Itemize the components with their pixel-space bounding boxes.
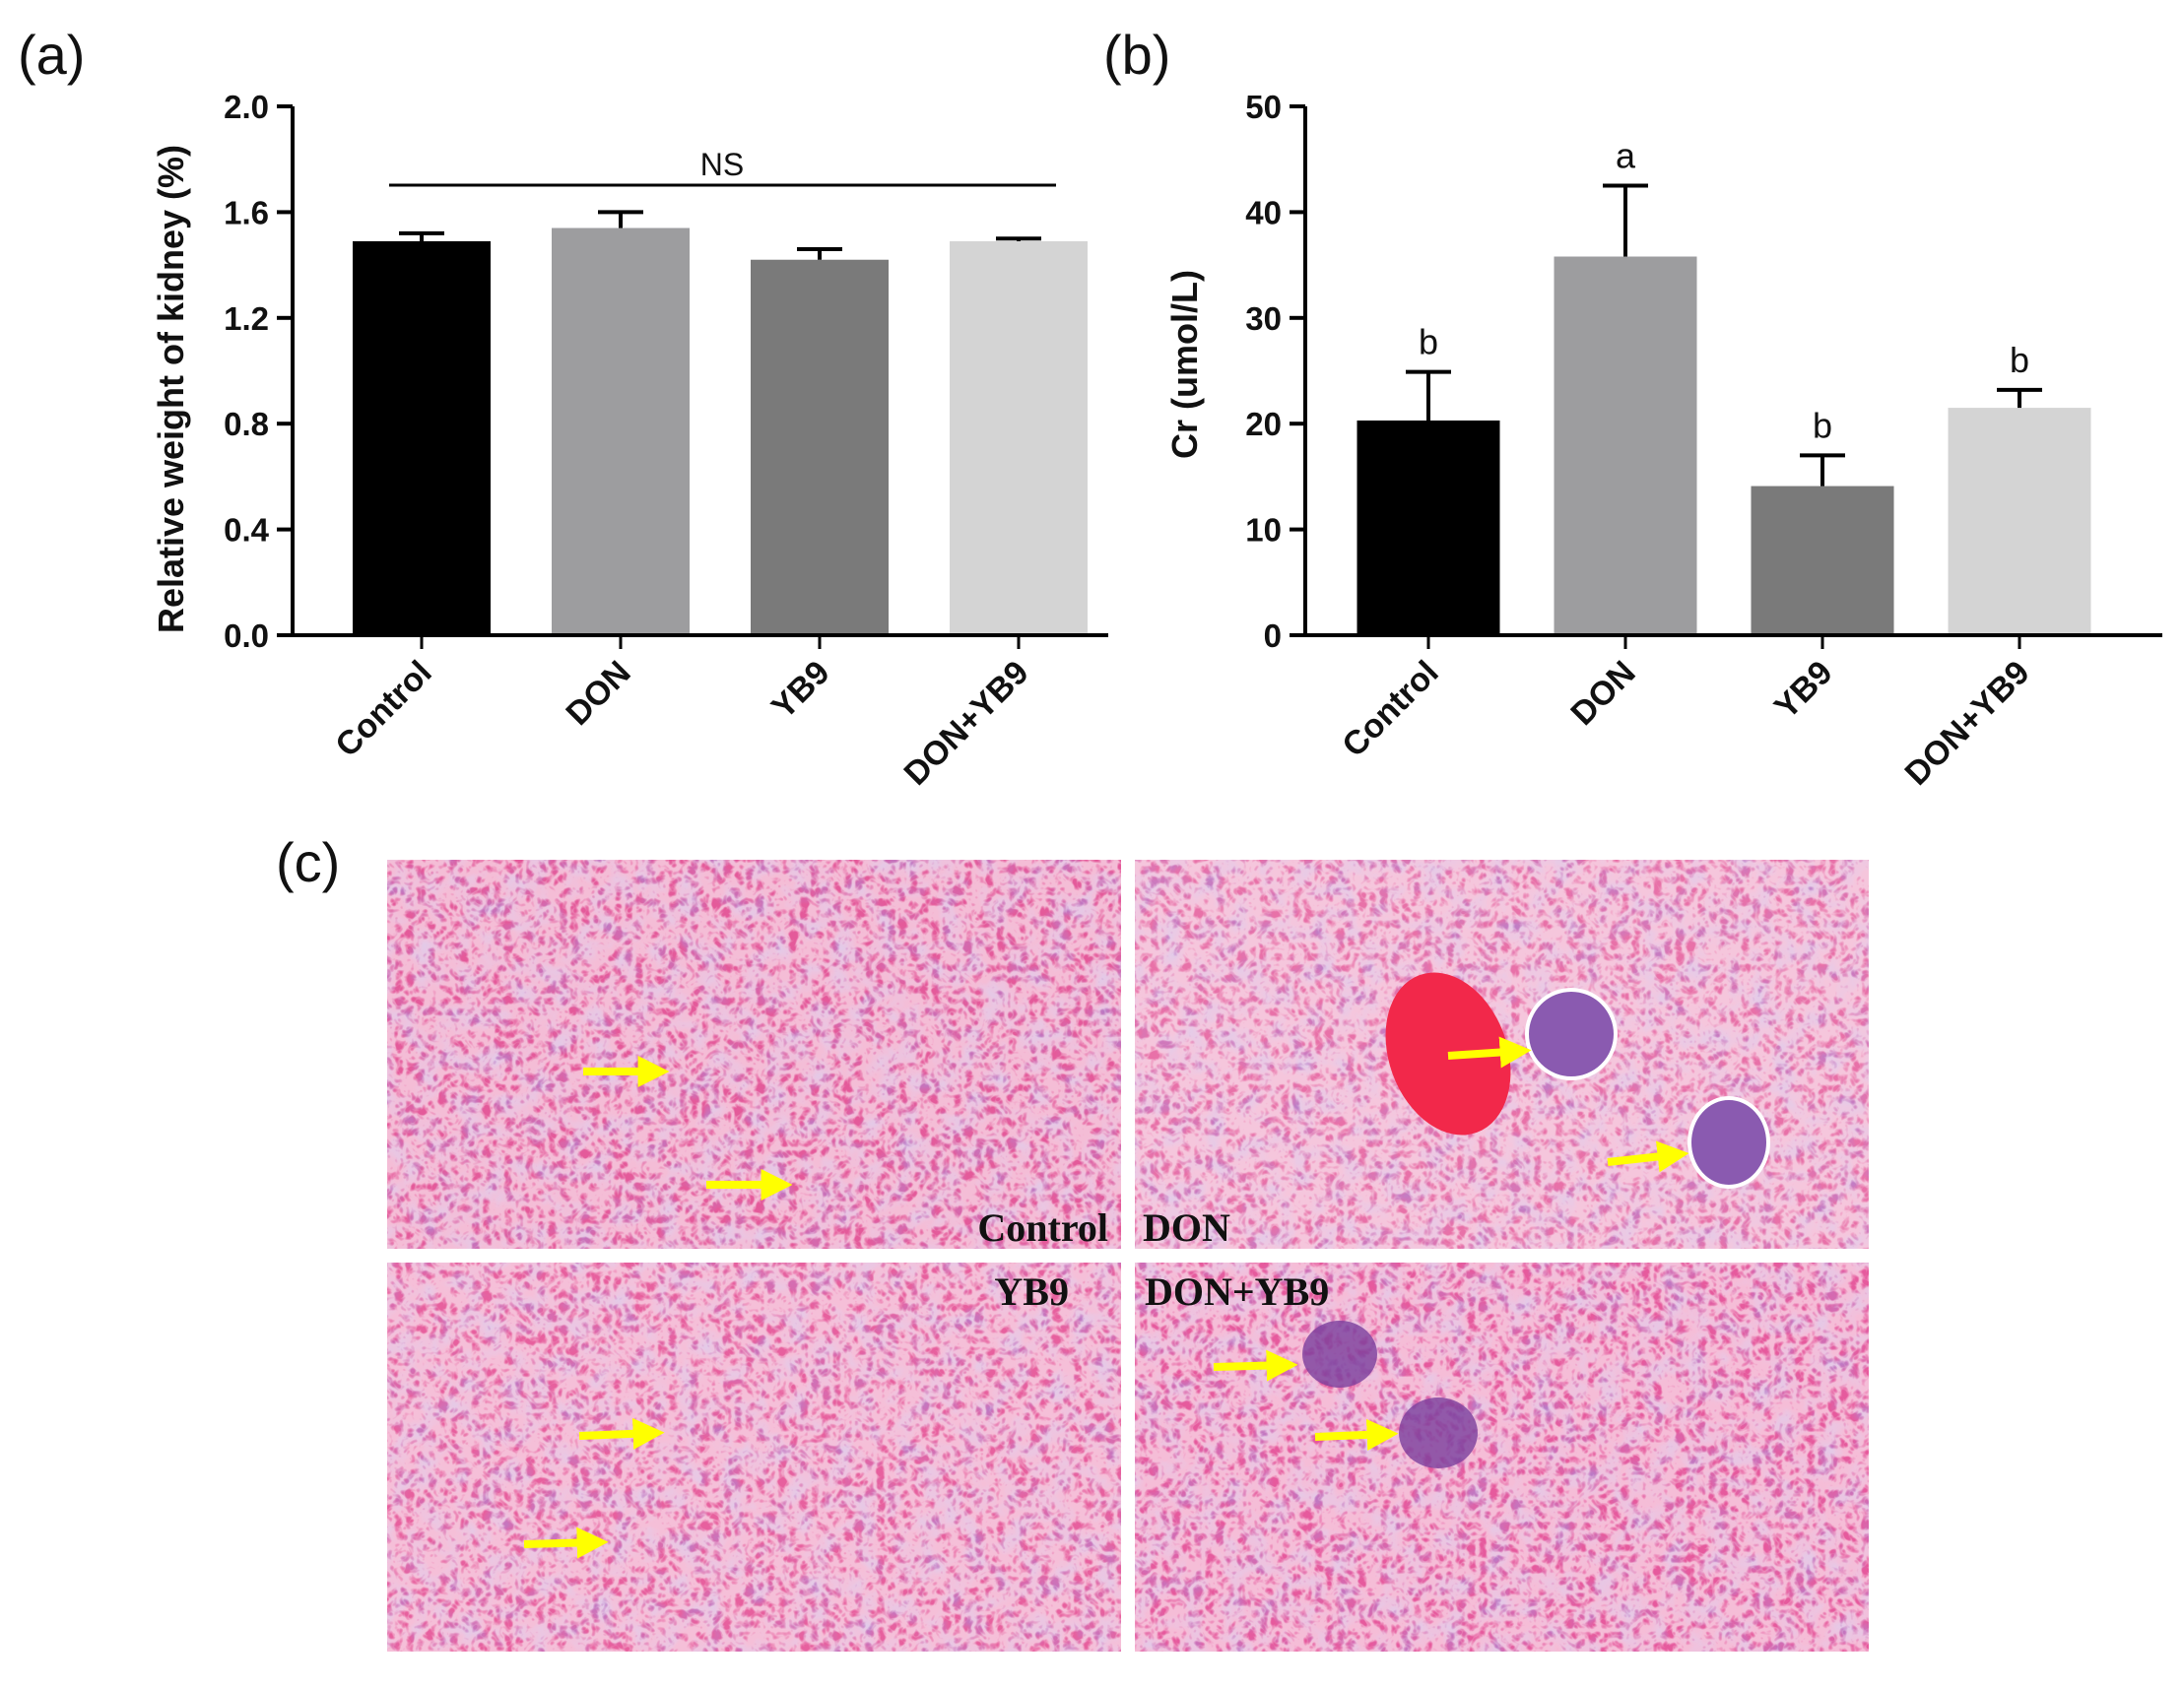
x-tick-label: Control xyxy=(328,654,438,764)
arrow-icon xyxy=(1213,1349,1298,1382)
ns-annotation: NS xyxy=(700,147,744,182)
y-tick-label: 50 xyxy=(1245,89,1282,125)
x-tick-label: DON+YB9 xyxy=(1898,654,2037,793)
x-tick-label: DON xyxy=(1563,654,1642,733)
micrograph-yb9 xyxy=(387,1263,1121,1652)
y-tick-label: 1.2 xyxy=(224,300,269,337)
chart-a-y-axis-label: Relative weight of kidney (%) xyxy=(151,145,191,633)
panel-a-label: (a) xyxy=(18,24,85,86)
bar-yb9 xyxy=(751,259,889,635)
bar-don-yb9 xyxy=(1948,408,2091,635)
chart-b-y-axis-label: Cr (umol/L) xyxy=(1164,270,1205,459)
histology-label-don-yb9: DON+YB9 xyxy=(1145,1269,1329,1314)
chart-relative-kidney-weight: Relative weight of kidney (%) Control DON… xyxy=(151,89,1108,793)
significance-label: b xyxy=(1813,405,1832,445)
arrow-icon xyxy=(1314,1418,1399,1451)
y-tick-label: 40 xyxy=(1245,194,1282,230)
significance-label: b xyxy=(2010,340,2029,380)
histology-label-control: Control xyxy=(977,1205,1108,1250)
y-tick-label: 0.4 xyxy=(224,512,270,549)
significance-label: a xyxy=(1616,136,1636,176)
micrograph-don-yb9 xyxy=(1135,1263,1869,1652)
x-tick-label: DON+YB9 xyxy=(897,654,1036,793)
y-tick-label: 1.6 xyxy=(224,194,269,230)
y-tick-label: 20 xyxy=(1245,406,1282,442)
bar-yb9 xyxy=(1751,486,1894,635)
bar-don xyxy=(1554,256,1697,635)
histology-label-yb9: YB9 xyxy=(994,1269,1069,1314)
y-tick-label: 10 xyxy=(1245,512,1282,549)
arrow-icon xyxy=(578,1417,665,1450)
arrow-icon xyxy=(523,1527,609,1559)
bar-don-yb9 xyxy=(950,240,1088,635)
arrow-icon xyxy=(1607,1140,1689,1173)
y-tick-label: 2.0 xyxy=(224,89,269,125)
bar-don xyxy=(552,227,690,635)
y-tick-label: 0.0 xyxy=(224,617,269,654)
histology-label-don: DON xyxy=(1143,1205,1230,1250)
panel-c-label: (c) xyxy=(276,831,340,893)
bar-control xyxy=(353,240,491,635)
x-tick-label: YB9 xyxy=(764,654,837,727)
x-tick-label: YB9 xyxy=(1767,654,1840,727)
x-tick-label: Control xyxy=(1335,654,1445,764)
arrow-icon xyxy=(1447,1036,1532,1069)
y-tick-label: 0.8 xyxy=(224,406,269,442)
chart-creatinine: Cr (umol/L) b Control a DON b YB9 b DON+YB9 0 10 2… xyxy=(1164,89,2162,793)
micrograph-control xyxy=(387,860,1121,1249)
y-tick-label: 0 xyxy=(1264,617,1282,654)
significance-label: b xyxy=(1419,322,1438,362)
glomerulus-don-2 xyxy=(1688,1096,1770,1189)
glomerulus-don-1 xyxy=(1525,988,1618,1080)
y-tick-label: 30 xyxy=(1245,300,1282,337)
micrograph-don xyxy=(1135,860,1869,1249)
bar-control xyxy=(1357,420,1500,635)
histology-panel: Control DON YB9 DON+YB9 xyxy=(387,860,1869,1652)
panel-b-label: (b) xyxy=(1103,24,1170,86)
x-tick-label: DON xyxy=(559,654,637,733)
